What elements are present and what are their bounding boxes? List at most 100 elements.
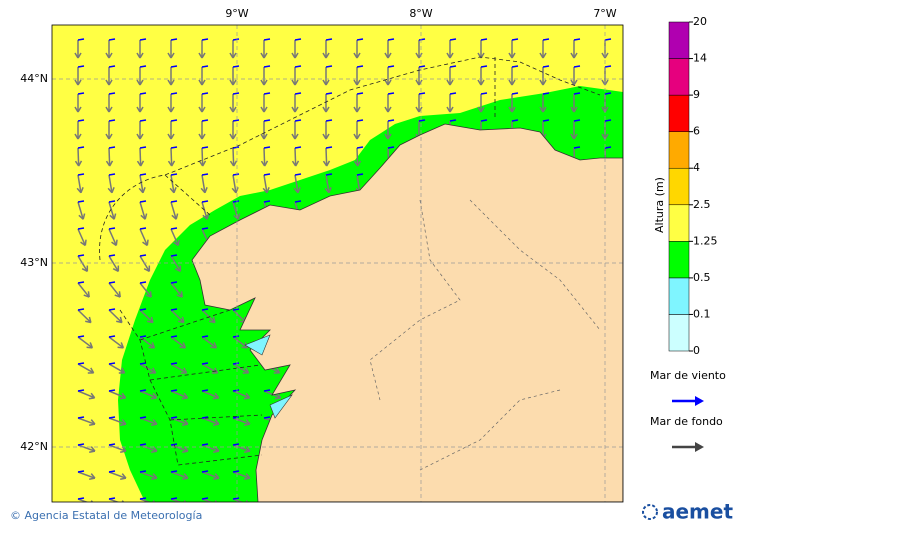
swell-arrow (139, 417, 158, 425)
arrow-head (167, 133, 175, 140)
swell-arrow (77, 228, 86, 246)
arrow-head (183, 500, 187, 502)
lon-label: 8°W (409, 7, 432, 20)
arrow-head (200, 187, 208, 194)
arrow-head (508, 79, 516, 86)
legend-arrow-head (695, 442, 704, 452)
wind-tick (108, 146, 116, 149)
arrow-head (601, 52, 609, 59)
arrow-head (180, 367, 188, 374)
wind-tick (108, 335, 116, 338)
wind-tick (108, 119, 116, 122)
arrow-head (242, 367, 250, 374)
swell-arrow (108, 390, 126, 399)
arrow-head (353, 52, 361, 59)
wind-tick (77, 227, 85, 230)
arrow-head (138, 187, 146, 194)
wind-tick (77, 308, 85, 311)
arrow-head (213, 473, 220, 481)
arrow-head (167, 106, 175, 113)
wind-tick (139, 254, 147, 257)
wind-tick (232, 146, 240, 149)
arrow-head (114, 291, 121, 298)
wind-tick (387, 92, 395, 95)
arrow-head (384, 79, 392, 86)
colorbar-label: 0.5 (693, 271, 711, 284)
wind-tick (77, 146, 85, 149)
wind-tick (108, 254, 116, 257)
swell-arrow (170, 336, 186, 349)
arrow-head (291, 106, 299, 113)
wind-tick (263, 119, 271, 122)
wind-tick (263, 173, 271, 176)
arrow-head (86, 342, 94, 349)
colorbar-label: 20 (693, 15, 707, 28)
arrow-head (76, 187, 84, 194)
wind-tick (573, 146, 581, 149)
wind-tick (449, 38, 457, 41)
lat-label: 43°N (20, 256, 48, 269)
arrow-head (539, 79, 547, 86)
arrow-head (87, 367, 95, 374)
wind-tick (77, 38, 85, 41)
wind-tick (139, 119, 147, 122)
wind-tick (511, 119, 519, 122)
wind-tick (356, 92, 364, 95)
swell-arrow (263, 174, 268, 193)
wind-tick (387, 38, 395, 41)
arrow-head (322, 160, 331, 167)
swell-arrow (139, 228, 148, 246)
wind-tick (263, 65, 271, 68)
wind-tick (170, 65, 178, 68)
swell-arrow (108, 498, 120, 502)
wind-tick (604, 65, 612, 68)
arrow-head (117, 342, 125, 349)
wind-tick (418, 65, 426, 68)
wind-tick (604, 38, 612, 41)
swell-arrow (77, 282, 90, 298)
arrow-head (322, 133, 330, 140)
wind-tick (232, 308, 240, 311)
wind-tick (77, 416, 85, 419)
wind-tick (139, 308, 147, 311)
wind-tick (232, 389, 240, 392)
graticule: 9°W 8°W 7°W 44°N 43°N 42°N (20, 7, 623, 502)
swell-arrow (77, 363, 95, 374)
arrow-head (89, 419, 96, 427)
wind-tick (170, 308, 178, 311)
wind-tick (139, 281, 147, 284)
wind-tick (108, 443, 116, 446)
arrow-head (89, 446, 96, 454)
swell-arrow (108, 417, 127, 425)
swell-arrow (108, 174, 113, 193)
arrow-head (179, 342, 187, 349)
wind-tick (139, 173, 147, 176)
arrow-head (149, 367, 157, 374)
arrow-head (291, 133, 299, 140)
boundaries (99, 56, 601, 466)
swell-arrow (201, 309, 216, 324)
swell-arrow (139, 390, 157, 399)
swell-arrow (232, 147, 235, 167)
swell-arrow (232, 309, 247, 324)
wind-tick (201, 173, 209, 176)
arrow-head (213, 446, 220, 454)
arrow-head (570, 133, 578, 140)
wind-tick (170, 146, 178, 149)
wind-tick (170, 362, 178, 365)
arrow-head (111, 239, 118, 247)
wind-tick (139, 497, 147, 500)
swell-arrow (201, 417, 220, 425)
arrow-head (145, 291, 152, 298)
arrow-head (198, 133, 206, 140)
wind-tick (542, 65, 550, 68)
wind-tick (139, 92, 147, 95)
swell-arrow (232, 390, 250, 399)
arrow-head (291, 79, 299, 86)
wind-tick (139, 227, 147, 230)
wind-tick (387, 65, 395, 68)
swell-arrow (170, 390, 188, 399)
swell-arrow (232, 336, 248, 349)
wind-tick (201, 146, 209, 149)
wind-tick (480, 92, 488, 95)
